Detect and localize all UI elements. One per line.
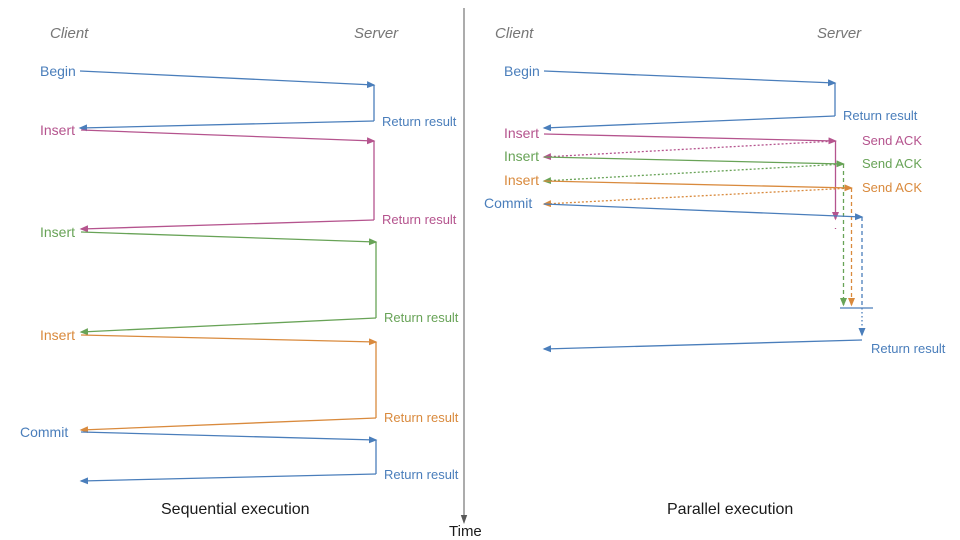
svg-text:Client: Client <box>495 25 534 42</box>
svg-text:Insert: Insert <box>40 224 75 240</box>
svg-text:Client: Client <box>50 25 89 42</box>
svg-text:Return result: Return result <box>843 108 918 123</box>
svg-text:Begin: Begin <box>40 63 76 79</box>
svg-text:Commit: Commit <box>484 195 532 211</box>
svg-text:Server: Server <box>817 25 862 42</box>
svg-text:Send ACK: Send ACK <box>862 180 922 195</box>
svg-text:Sequential execution: Sequential execution <box>161 501 310 518</box>
svg-text:Return result: Return result <box>382 212 457 227</box>
svg-text:Return result: Return result <box>384 310 459 325</box>
svg-text:Server: Server <box>354 25 399 42</box>
svg-text:Insert: Insert <box>504 148 539 164</box>
svg-text:Send ACK: Send ACK <box>862 156 922 171</box>
svg-text:Parallel execution: Parallel execution <box>667 501 793 518</box>
svg-text:Time: Time <box>449 523 482 540</box>
svg-text:Insert: Insert <box>40 122 75 138</box>
svg-text:Insert: Insert <box>40 327 75 343</box>
svg-text:Return result: Return result <box>871 341 946 356</box>
svg-text:Return result: Return result <box>384 410 459 425</box>
svg-text:Begin: Begin <box>504 63 540 79</box>
svg-text:Return result: Return result <box>384 467 459 482</box>
svg-text:Return result: Return result <box>382 114 457 129</box>
svg-text:Insert: Insert <box>504 172 539 188</box>
svg-text:Send ACK: Send ACK <box>862 133 922 148</box>
svg-text:Commit: Commit <box>20 424 68 440</box>
svg-text:Insert: Insert <box>504 125 539 141</box>
